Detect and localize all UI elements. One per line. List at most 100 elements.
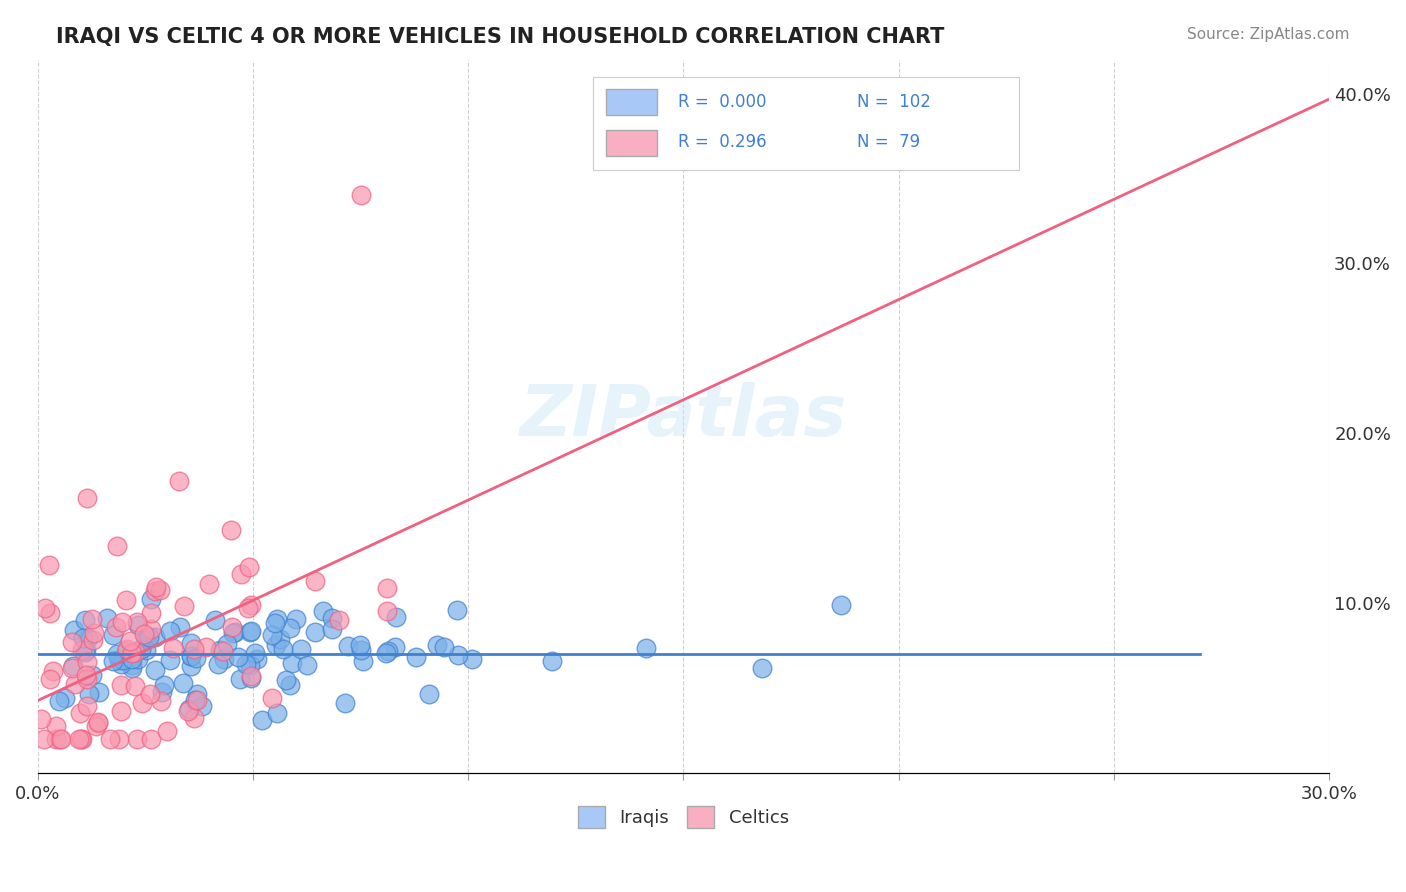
Point: [53, 691, 76, 706]
Point: [375, 646, 398, 660]
Point: [221, 620, 243, 634]
Point: [149, 583, 172, 598]
Point: [38, 672, 60, 686]
Point: [228, 672, 250, 686]
Point: [121, 652, 143, 666]
Point: [285, 612, 308, 626]
Point: [224, 625, 246, 640]
Text: ZIPatlas: ZIPatlas: [520, 382, 848, 450]
Point: [176, 704, 198, 718]
Point: [70, 643, 93, 657]
Point: [349, 188, 371, 202]
Point: [208, 642, 231, 657]
Point: [295, 658, 318, 673]
Point: [239, 672, 262, 686]
Point: [236, 600, 259, 615]
Point: [239, 625, 262, 640]
Point: [375, 581, 398, 595]
Point: [266, 706, 288, 720]
Point: [281, 656, 304, 670]
Point: [121, 646, 143, 660]
Point: [269, 632, 291, 647]
Point: [239, 598, 262, 612]
Point: [63, 677, 86, 691]
Point: [349, 638, 371, 652]
Point: [162, 640, 184, 655]
Point: [70, 731, 93, 746]
Point: [111, 615, 134, 629]
Point: [110, 657, 132, 672]
Point: [377, 604, 399, 618]
Point: [153, 678, 176, 692]
Point: [149, 693, 172, 707]
Point: [418, 687, 440, 701]
Point: [159, 624, 181, 639]
Point: [276, 673, 298, 688]
Point: [172, 676, 194, 690]
Point: [190, 698, 212, 713]
Point: [447, 648, 470, 662]
Point: [246, 651, 269, 665]
Point: [159, 653, 181, 667]
Point: [82, 667, 104, 681]
Point: [42, 665, 65, 679]
Text: Source: ZipAtlas.com: Source: ZipAtlas.com: [1187, 27, 1350, 42]
Point: [62, 659, 84, 673]
Point: [38, 558, 60, 572]
Point: [34, 601, 56, 615]
Point: [446, 603, 468, 617]
Point: [45, 719, 67, 733]
Point: [266, 612, 288, 626]
Point: [183, 711, 205, 725]
Point: [180, 659, 202, 673]
Point: [32, 731, 55, 746]
Point: [108, 731, 131, 746]
Point: [231, 567, 253, 582]
Point: [62, 660, 84, 674]
Point: [226, 650, 249, 665]
Point: [45, 731, 67, 746]
Point: [62, 624, 84, 638]
Point: [352, 654, 374, 668]
Point: [96, 611, 118, 625]
Point: [121, 657, 143, 672]
Point: [76, 656, 98, 670]
Legend: Iraqis, Celtics: Iraqis, Celtics: [571, 798, 796, 835]
Point: [461, 651, 484, 665]
Point: [239, 669, 262, 683]
Point: [82, 632, 104, 647]
Point: [127, 618, 149, 632]
Point: [219, 523, 242, 537]
Point: [67, 731, 90, 746]
Point: [139, 607, 162, 621]
Point: [212, 652, 235, 666]
Point: [86, 714, 108, 729]
Point: [271, 642, 294, 657]
Point: [77, 687, 100, 701]
Point: [751, 661, 773, 675]
Point: [385, 610, 408, 624]
Point: [139, 731, 162, 746]
Point: [121, 661, 143, 675]
Point: [180, 648, 202, 663]
Point: [110, 704, 132, 718]
Point: [125, 731, 148, 746]
Point: [260, 628, 283, 642]
Point: [76, 672, 98, 686]
Point: [76, 698, 98, 713]
Point: [69, 706, 91, 720]
Point: [250, 713, 273, 727]
Point: [830, 598, 852, 612]
Point: [105, 648, 128, 662]
Point: [150, 685, 173, 699]
Point: [111, 653, 134, 667]
Point: [264, 638, 287, 652]
Point: [180, 636, 202, 650]
Point: [115, 593, 138, 607]
Point: [39, 607, 62, 621]
Point: [183, 692, 205, 706]
Point: [117, 642, 139, 657]
Point: [333, 697, 356, 711]
Point: [311, 604, 333, 618]
Point: [87, 685, 110, 699]
